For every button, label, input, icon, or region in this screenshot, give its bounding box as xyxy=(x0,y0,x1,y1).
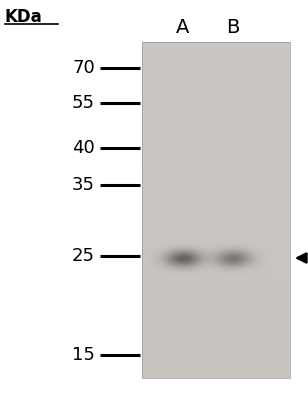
Text: B: B xyxy=(226,18,240,37)
Text: 70: 70 xyxy=(72,59,95,77)
Text: 25: 25 xyxy=(72,247,95,265)
Text: 55: 55 xyxy=(72,94,95,112)
Text: A: A xyxy=(176,18,190,37)
Text: 40: 40 xyxy=(72,139,95,157)
Text: KDa: KDa xyxy=(5,8,43,26)
Bar xyxy=(142,42,290,378)
Text: 35: 35 xyxy=(72,176,95,194)
Text: 15: 15 xyxy=(72,346,95,364)
